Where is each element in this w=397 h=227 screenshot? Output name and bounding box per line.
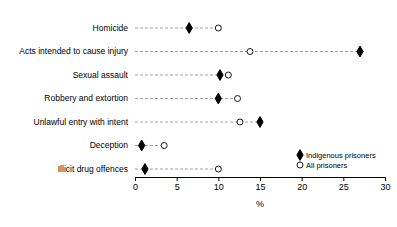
- x-tick: 25: [339, 177, 349, 192]
- x-tick-label: 10: [214, 182, 224, 192]
- x-tick-mark: [385, 177, 386, 181]
- data-point: [257, 117, 263, 128]
- data-point: [161, 143, 167, 149]
- x-tick-label: 20: [297, 182, 307, 192]
- x-tick-mark: [218, 177, 219, 181]
- guide-line: [135, 98, 238, 99]
- data-point: [142, 164, 148, 175]
- x-tick-label: 0: [133, 182, 138, 192]
- data-point: [215, 93, 221, 104]
- x-tick-label: 25: [339, 182, 349, 192]
- x-tick-mark: [343, 177, 344, 181]
- category-label: Unlawful entry with intent: [34, 117, 129, 127]
- x-tick-mark: [177, 177, 178, 181]
- category-label: Homicide: [93, 23, 129, 33]
- category-label: Deception: [90, 140, 129, 150]
- legend-label: All prisoners: [306, 161, 348, 170]
- category-label: Robbery and extortion: [44, 93, 128, 103]
- data-point: [357, 46, 363, 57]
- x-axis: 0 5 10 15 20 25 30: [133, 177, 391, 192]
- legend-label: Indigenous prisoners: [306, 151, 376, 160]
- x-tick-label: 5: [175, 182, 180, 192]
- data-point: [247, 49, 253, 55]
- plot: 0 5 10 15 20 25 30% Homicide Acts intended to ca…: [19, 23, 390, 209]
- data-point: [217, 70, 223, 81]
- x-tick-mark: [135, 177, 136, 181]
- data-point: [235, 96, 241, 102]
- data-point: [139, 140, 145, 151]
- category-label: Acts intended to cause injury: [19, 46, 128, 56]
- x-tick-mark: [260, 177, 261, 181]
- chart: 0 5 10 15 20 25 30% Homicide Acts intended to ca…: [0, 0, 397, 227]
- data-point: [237, 119, 243, 125]
- x-tick-label: 30: [380, 182, 390, 192]
- x-tick-mark: [302, 177, 303, 181]
- category-label: Illicit drug offences: [58, 164, 128, 174]
- legend-symbol: [297, 150, 303, 161]
- x-tick: 10: [214, 177, 224, 192]
- x-axis-line: [136, 178, 386, 182]
- category-label: Sexual assault: [73, 70, 129, 80]
- x-tick-label: 15: [255, 182, 265, 192]
- legend-symbol: [297, 162, 303, 168]
- x-tick: 0: [133, 177, 138, 192]
- legend: Indigenous prisonersAll prisoners: [297, 150, 376, 170]
- data-point: [225, 72, 231, 78]
- x-axis-title: %: [256, 199, 264, 209]
- guide-line: [135, 75, 228, 76]
- x-tick: 30: [380, 177, 390, 192]
- x-tick: 15: [255, 177, 265, 192]
- data-point: [215, 25, 221, 31]
- data-point: [186, 23, 192, 34]
- x-tick: 20: [297, 177, 307, 192]
- guide-line: [135, 28, 218, 29]
- data-point: [215, 166, 221, 172]
- x-tick: 5: [175, 177, 180, 192]
